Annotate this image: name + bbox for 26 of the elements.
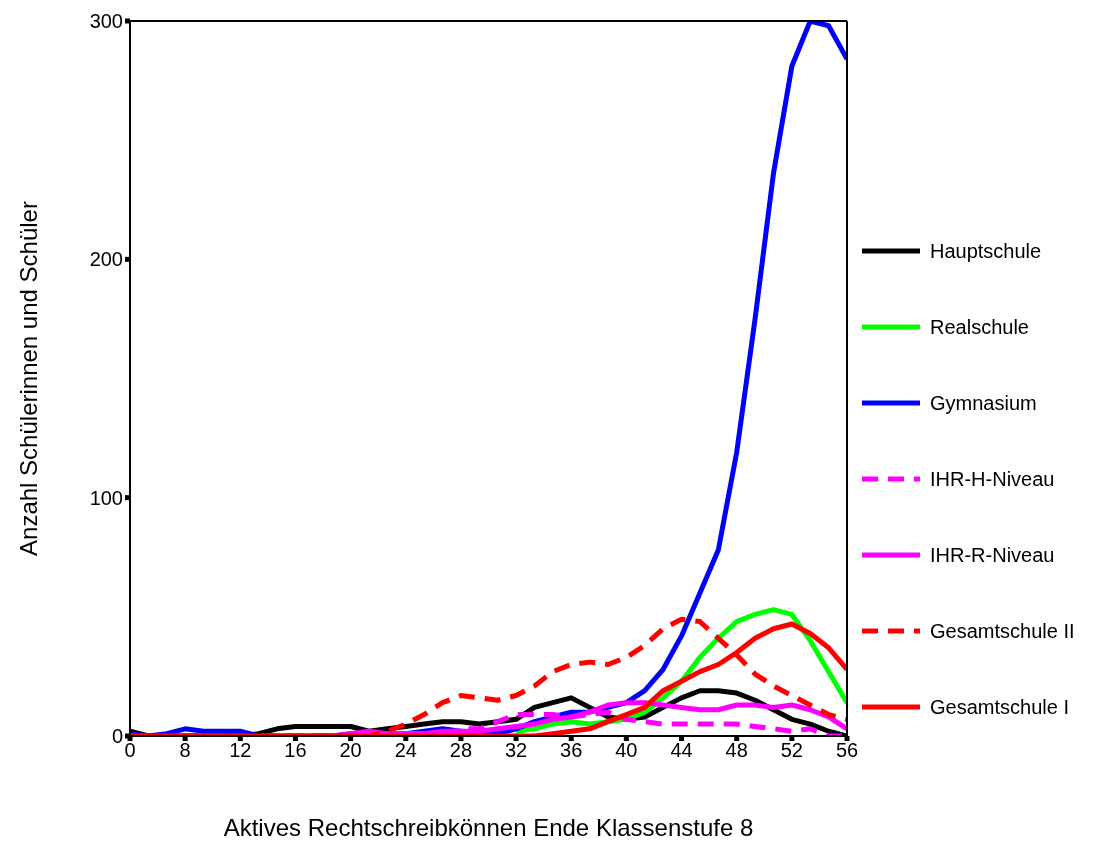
y-tick-label: 200 xyxy=(89,248,123,271)
x-tick-label: 56 xyxy=(835,739,859,762)
x-tick-label: 8 xyxy=(179,739,191,762)
x-tick-label: 40 xyxy=(615,739,638,762)
x-tick-label: 44 xyxy=(670,739,693,762)
x-tick-label: 16 xyxy=(284,739,307,762)
x-tick-label: 48 xyxy=(725,739,748,762)
x-axis-title: Aktives Rechtschreibkönnen Ende Klassenstufe 8 xyxy=(223,814,754,841)
x-tick-label: 20 xyxy=(339,739,362,762)
legend-label: Hauptschule xyxy=(930,239,1042,263)
legend-label: Gymnasium xyxy=(930,391,1037,415)
legend-label: IHR-R-Niveau xyxy=(930,543,1055,567)
y-tick-label: 100 xyxy=(89,486,123,509)
legend-label: Gesamtschule II xyxy=(930,619,1075,643)
legend-label: IHR-H-Niveau xyxy=(930,467,1055,491)
x-tick-label: 36 xyxy=(560,739,583,762)
y-tick-label: 0 xyxy=(111,725,123,748)
y-tick-label: 300 xyxy=(89,10,123,33)
legend-label: Realschule xyxy=(930,315,1029,339)
x-tick-label: 32 xyxy=(504,739,528,762)
x-tick-label: 28 xyxy=(449,739,473,762)
x-tick-label: 12 xyxy=(229,739,252,762)
x-tick-label: 52 xyxy=(780,739,803,762)
y-axis-title: Anzahl Schülerinnen und Schüler xyxy=(14,201,42,556)
legend-label: Gesamtschule I xyxy=(930,695,1069,719)
x-tick-label: 24 xyxy=(394,739,417,762)
